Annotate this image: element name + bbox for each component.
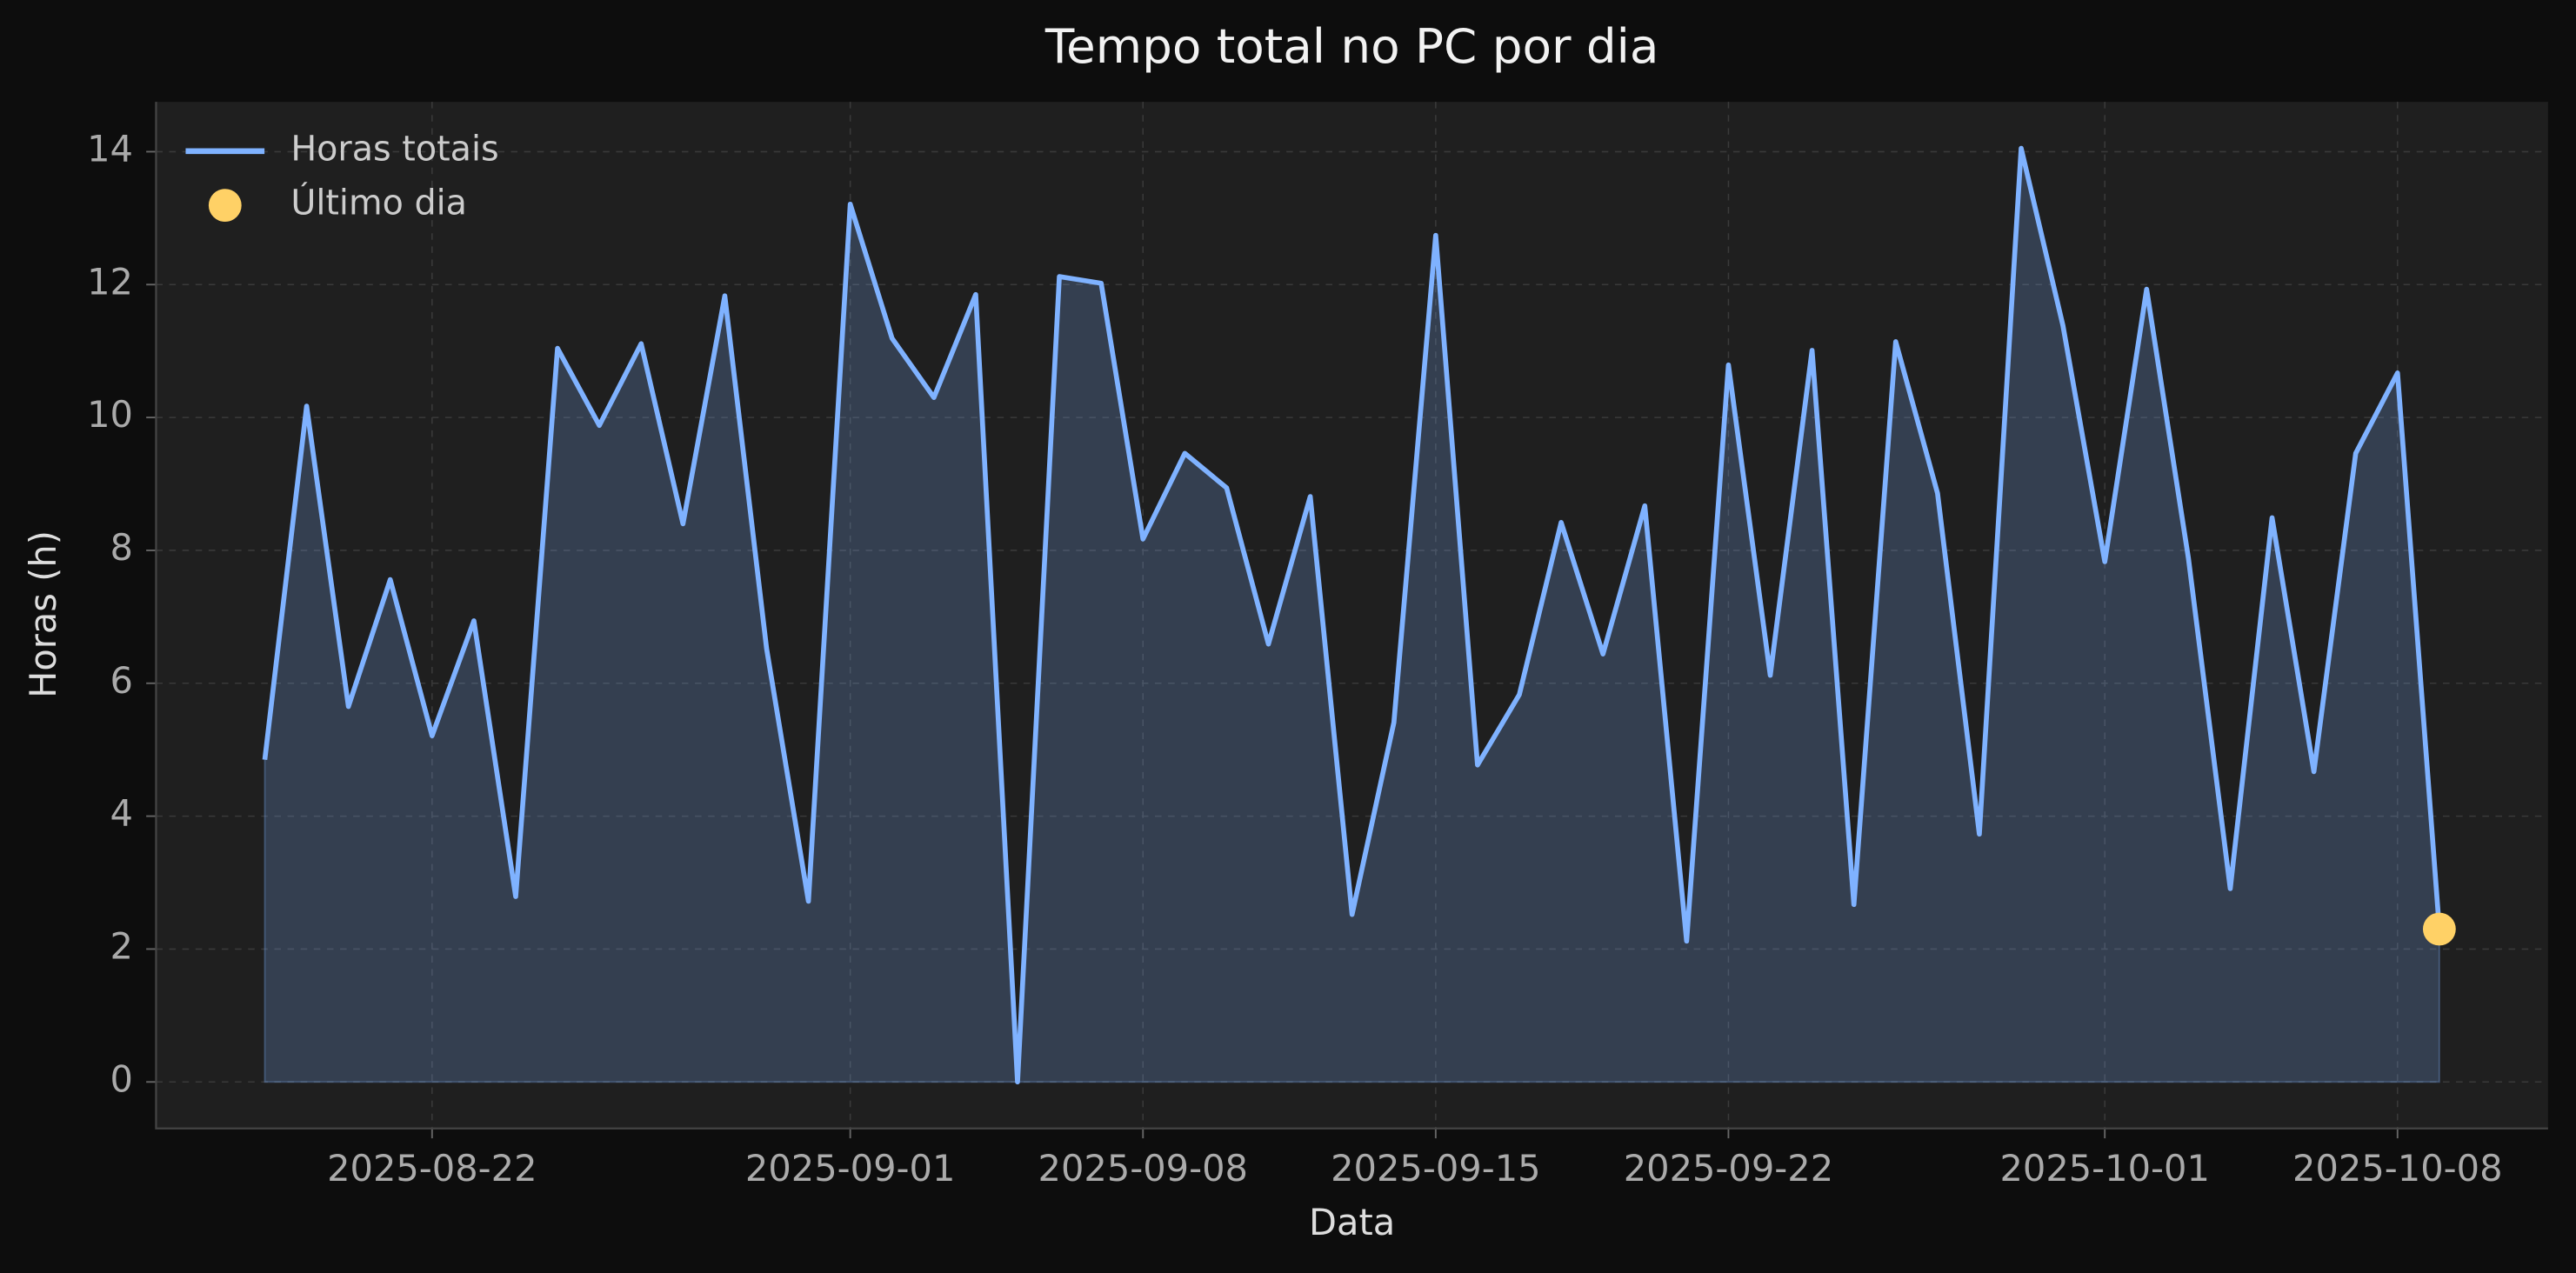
legend-marker	[208, 189, 242, 223]
x-tick-label: 2025-09-01	[745, 1147, 955, 1190]
y-tick-label: 0	[110, 1057, 133, 1100]
x-tick-label: 2025-09-08	[1038, 1147, 1248, 1190]
x-tick-label: 2025-09-22	[1624, 1147, 1833, 1190]
x-axis-label: Data	[1309, 1201, 1395, 1243]
y-axis-label: Horas (h)	[22, 530, 64, 698]
y-tick-label: 8	[110, 526, 133, 569]
y-tick-label: 10	[87, 393, 133, 436]
y-tick-label: 14	[87, 127, 133, 170]
y-tick-label: 4	[110, 792, 133, 835]
y-tick-label: 6	[110, 659, 133, 702]
chart-title: Tempo total no PC por dia	[1044, 18, 1659, 74]
legend-label: Horas totais	[290, 129, 498, 169]
legend-label: Último dia	[290, 183, 467, 223]
x-tick-label: 2025-09-15	[1331, 1147, 1540, 1190]
axis-spine	[155, 102, 2548, 1130]
x-tick-label: 2025-10-01	[1999, 1147, 2209, 1190]
y-tick-label: 2	[110, 924, 133, 967]
line	[262, 145, 2442, 1085]
point	[2422, 912, 2456, 946]
x-tick-label: 2025-08-22	[327, 1147, 537, 1190]
plot-area	[156, 102, 2548, 1129]
y-tick-label: 12	[87, 260, 133, 303]
x-tick-label: 2025-10-08	[2292, 1147, 2502, 1190]
